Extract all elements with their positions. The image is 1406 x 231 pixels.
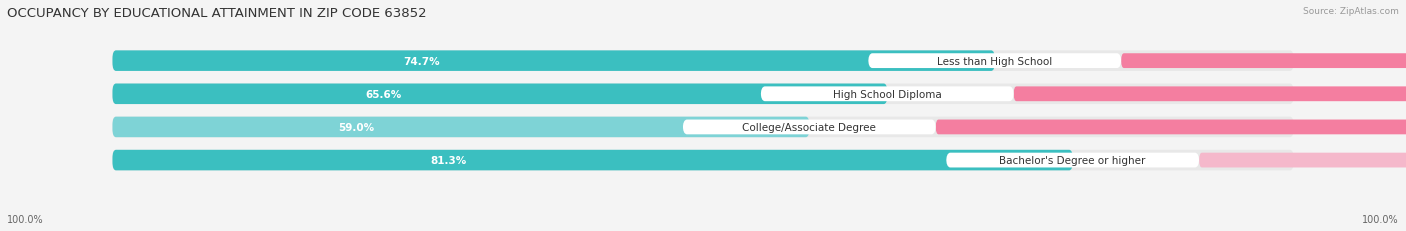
Text: 81.3%: 81.3% — [430, 155, 467, 165]
FancyBboxPatch shape — [112, 84, 887, 105]
Text: 59.0%: 59.0% — [339, 122, 374, 132]
FancyBboxPatch shape — [1199, 153, 1406, 168]
FancyBboxPatch shape — [112, 150, 1073, 171]
FancyBboxPatch shape — [1121, 54, 1406, 69]
FancyBboxPatch shape — [868, 54, 1121, 69]
FancyBboxPatch shape — [112, 51, 994, 72]
Text: High School Diploma: High School Diploma — [832, 89, 942, 99]
FancyBboxPatch shape — [112, 84, 1294, 105]
Text: 65.6%: 65.6% — [366, 89, 402, 99]
FancyBboxPatch shape — [112, 150, 1294, 171]
FancyBboxPatch shape — [1014, 87, 1406, 102]
FancyBboxPatch shape — [936, 120, 1406, 135]
Text: OCCUPANCY BY EDUCATIONAL ATTAINMENT IN ZIP CODE 63852: OCCUPANCY BY EDUCATIONAL ATTAINMENT IN Z… — [7, 7, 426, 20]
FancyBboxPatch shape — [112, 51, 1294, 72]
FancyBboxPatch shape — [112, 117, 1294, 138]
Text: 100.0%: 100.0% — [1362, 214, 1399, 224]
Text: Source: ZipAtlas.com: Source: ZipAtlas.com — [1303, 7, 1399, 16]
Text: Less than High School: Less than High School — [936, 56, 1052, 66]
FancyBboxPatch shape — [112, 117, 810, 138]
Text: 74.7%: 74.7% — [404, 56, 440, 66]
FancyBboxPatch shape — [683, 120, 936, 135]
Text: Bachelor's Degree or higher: Bachelor's Degree or higher — [1000, 155, 1146, 165]
Text: College/Associate Degree: College/Associate Degree — [742, 122, 876, 132]
FancyBboxPatch shape — [761, 87, 1014, 102]
Text: 100.0%: 100.0% — [7, 214, 44, 224]
FancyBboxPatch shape — [946, 153, 1199, 168]
